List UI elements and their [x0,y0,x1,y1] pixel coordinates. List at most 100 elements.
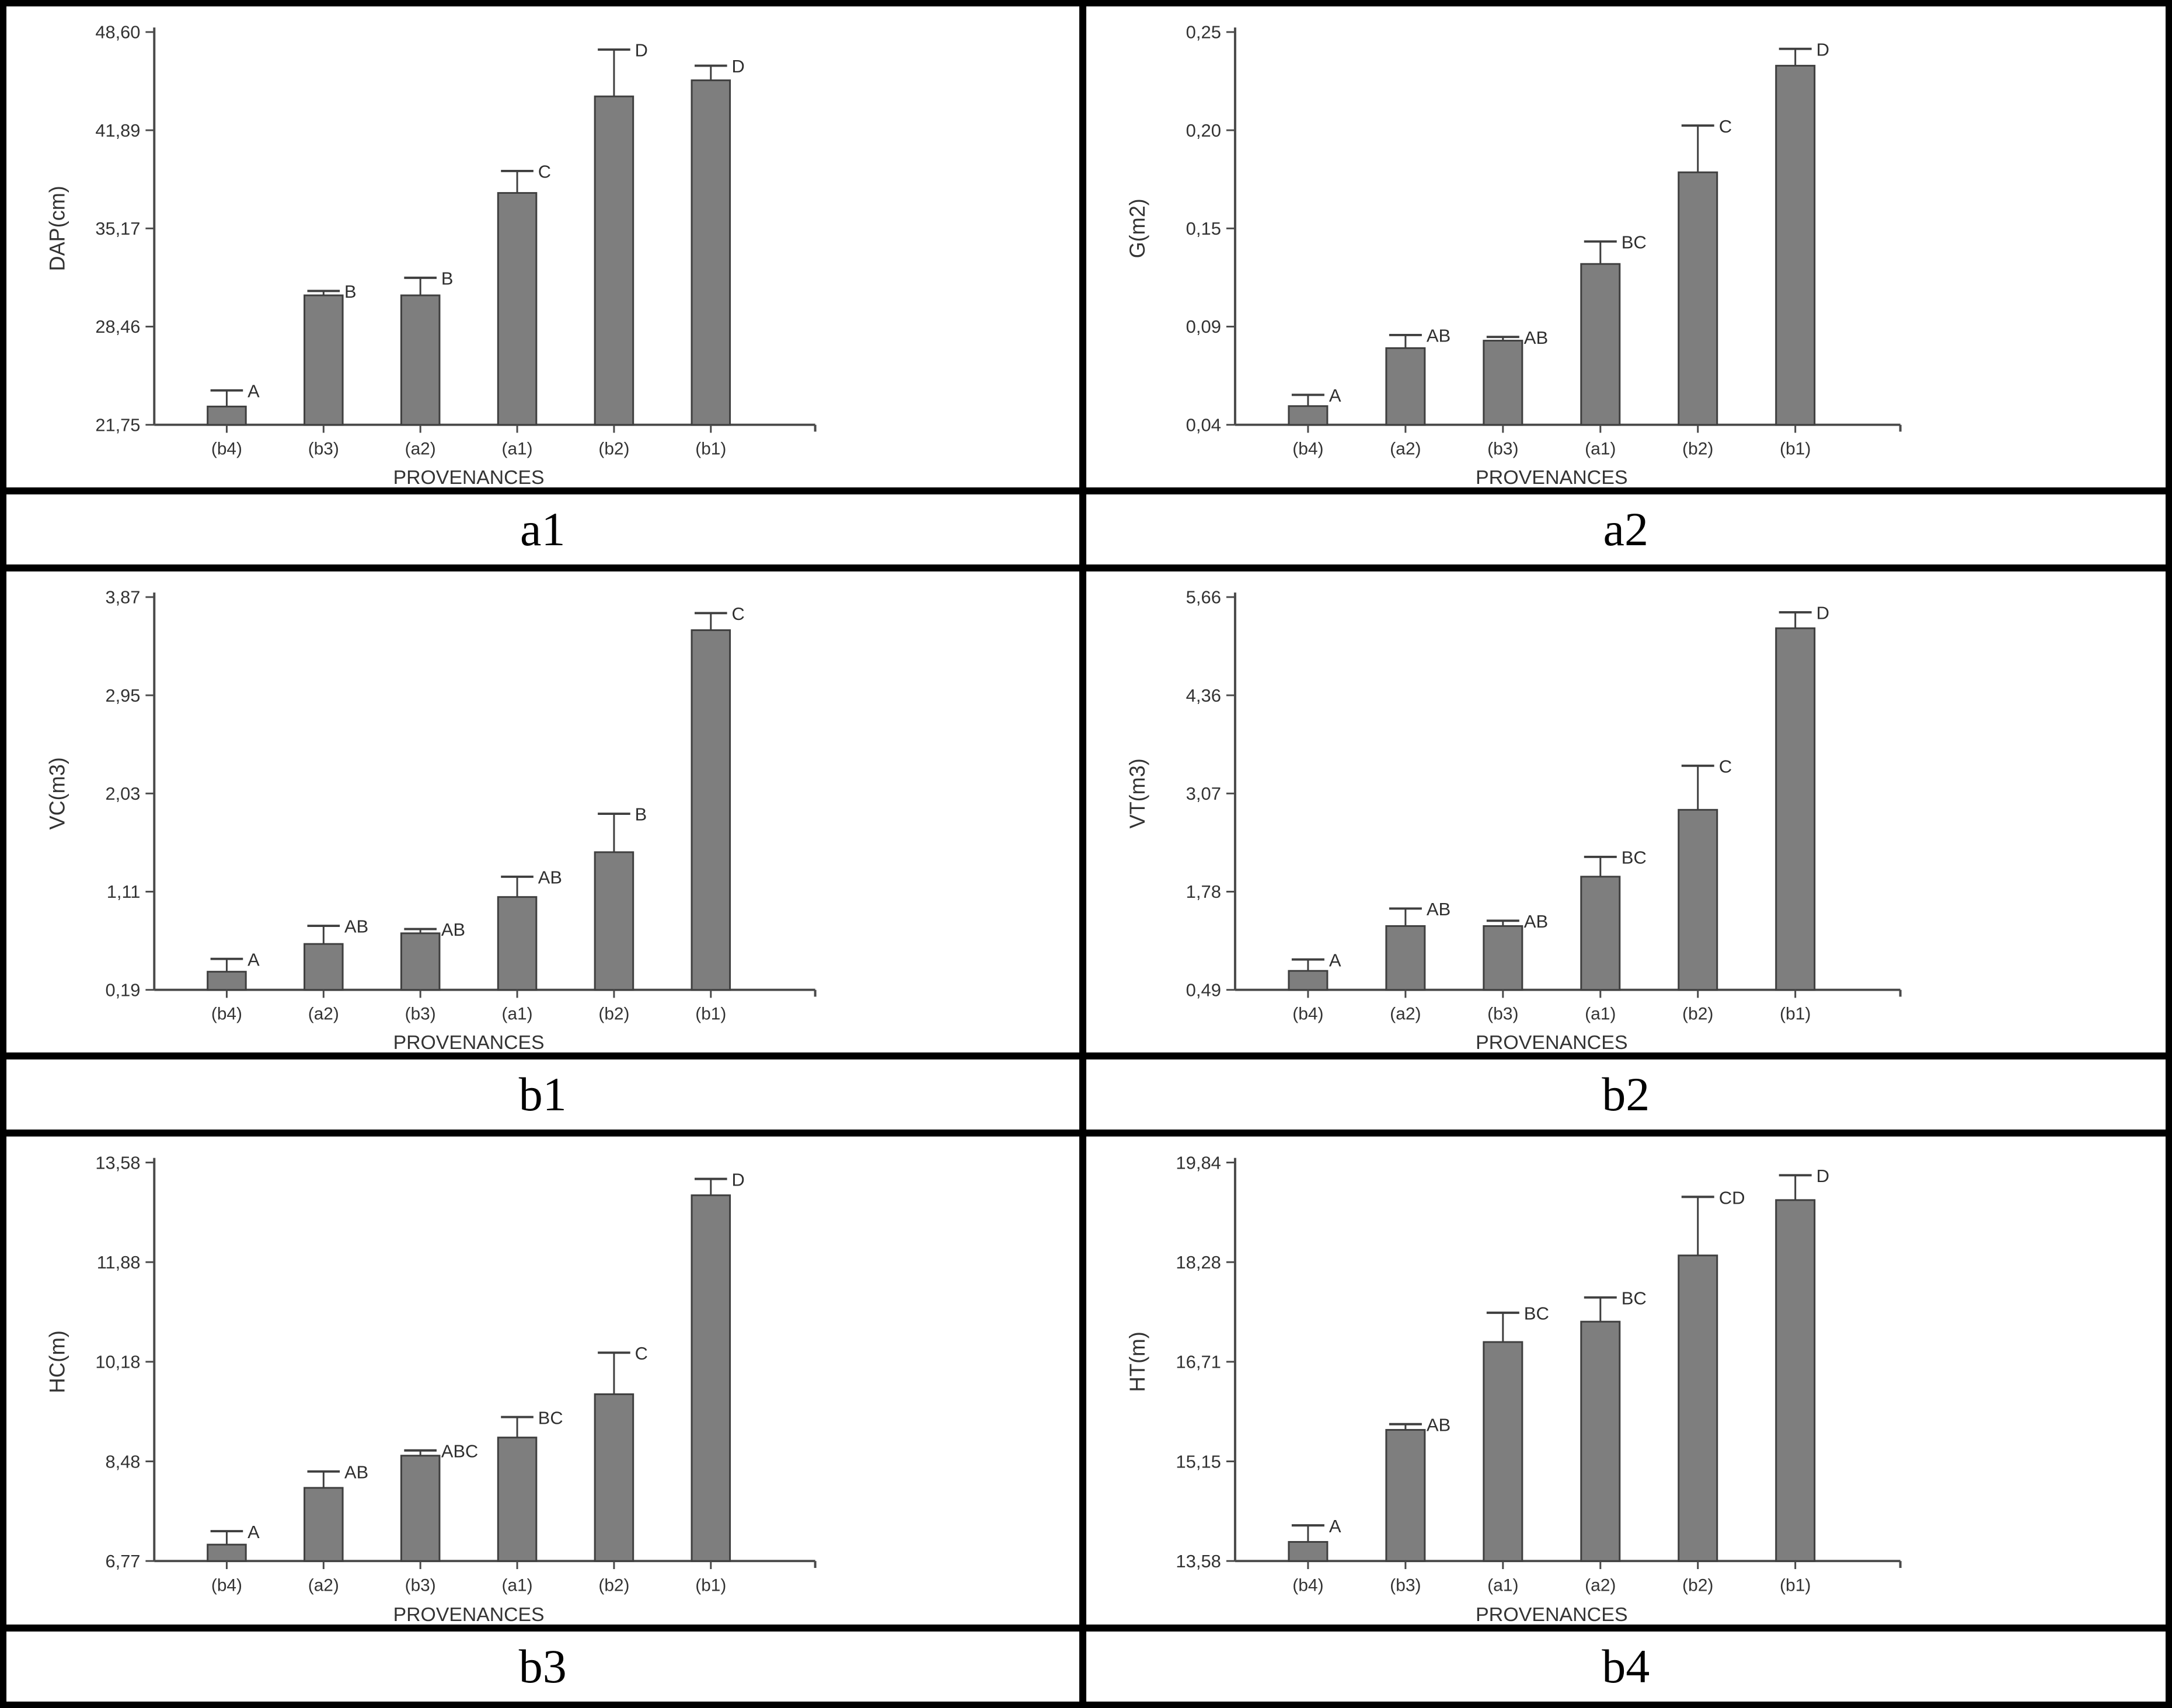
chart-a2: 0,25 0,20 0,15 0,09 0,04 G(m2) A AB AB BC C D (b4) (a… [1086,6,2166,487]
x-tick-label: (a1) [502,1576,533,1595]
y-axis-title: HC(m) [45,1330,69,1393]
x-tick-label: (b1) [1780,1576,1811,1595]
caption-a2: a2 [1086,487,2166,564]
y-tick-label: 0,49 [1186,981,1221,1001]
sig-letter-(a1): AB [538,868,562,888]
bar-(b1) [691,629,731,991]
x-tick-label: (b1) [1780,440,1811,459]
bar-(a2) [1385,925,1425,991]
x-tick-label: (b3) [405,1005,436,1024]
bar-(a1) [1580,876,1620,991]
bars [1287,65,1815,426]
y-ticks: 13,58 11,88 10,18 8,48 6,77 [95,1152,155,1571]
bars [1287,627,1815,991]
chart-svg-a1: 48,60 41,89 35,17 28,46 21,75 DAP(cm) A B B C D D (b… [45,23,817,487]
bar-(b1) [1774,65,1815,426]
sig-letter-(a1): BC [538,1408,563,1428]
y-tick-label: 0,20 [1186,121,1221,141]
sig-letter-(b1): D [1816,604,1829,623]
y-tick-label: 48,60 [95,23,140,43]
bar-(a2) [1385,347,1425,426]
sig-letter-(b4): A [247,950,260,970]
bar-(b1) [1774,627,1815,991]
bar-(b2) [594,1393,634,1562]
y-tick-label: 13,58 [1176,1551,1221,1571]
x-tick-label: (b4) [1292,440,1323,459]
caption-a1: a1 [6,487,1079,564]
chart-b3: 13,58 11,88 10,18 8,48 6,77 HC(m) A AB ABC BC C D (b… [6,1137,1079,1625]
error-bars: A AB AB BC C D [1291,604,1829,971]
x-tick-label: (b3) [1390,1576,1421,1595]
sig-letter-(b3): B [344,282,357,302]
x-tick-label: (b2) [1682,440,1713,459]
sig-letter-(b3): AB [1523,912,1547,932]
y-ticks: 0,25 0,20 0,15 0,09 0,04 [1186,23,1235,435]
sig-letter-(b1): D [1816,1166,1829,1186]
cell-b1: 3,87 2,95 2,03 1,11 0,19 VC(m3) A AB AB AB B C (b4)(… [6,571,1086,1137]
sig-letter-(a2): BC [1621,1288,1646,1309]
chart-b1: 3,87 2,95 2,03 1,11 0,19 VC(m3) A AB AB AB B C (b4)(… [6,571,1079,1052]
sig-letter-(b1): D [732,1170,745,1190]
x-tick-label: (a2) [1585,1576,1616,1595]
bar-(b4) [1287,1540,1328,1562]
x-tick-label: (a2) [405,440,436,459]
chart-svg-b4: 19,84 18,28 16,71 15,15 13,58 HT(m) A AB BC BC CD D… [1125,1153,1902,1625]
bar-(b3) [304,294,344,426]
x-tick-label: (b2) [598,440,629,459]
cell-b2: 5,66 4,36 3,07 1,78 0,49 VT(m3) A AB AB BC C D (b4)(… [1086,571,2166,1137]
bar-(a2) [304,943,344,991]
cell-a1: 48,60 41,89 35,17 28,46 21,75 DAP(cm) A B B C D D (b… [6,6,1086,571]
sig-letter-(b1): D [1816,40,1829,60]
sig-letter-(a1): C [538,162,551,182]
caption-b3: b3 [6,1625,1079,1702]
caption-b4-label: b4 [1602,1640,1650,1693]
error-bars: A AB ABC BC C D [210,1170,745,1545]
x-tick-label: (b1) [695,440,726,459]
bar-(a1) [1580,263,1620,426]
y-ticks: 5,66 4,36 3,07 1,78 0,49 [1186,588,1235,1000]
sig-letter-(b3): AB [441,920,465,940]
y-axis-title: VC(m3) [45,757,69,829]
x-tick-label: (b4) [211,440,242,459]
x-tick-label: (b4) [211,1576,242,1595]
y-tick-label: 1,11 [107,882,141,902]
sig-letter-(b3): AB [1426,1415,1450,1435]
y-ticks: 48,60 41,89 35,17 28,46 21,75 [95,23,155,435]
y-axis-title: VT(m3) [1125,758,1149,828]
x-labels: (b4) (a2) (b3) (a1) (b2) (b1) [1292,989,1811,1024]
bar-(b4) [207,1543,247,1562]
y-tick-label: 2,03 [106,784,141,804]
y-tick-label: 0,09 [1186,318,1221,337]
sig-letter-(b2): CD [1718,1187,1745,1208]
sig-letter-(b1): D [732,57,745,76]
sig-letter-(b2): D [635,41,648,61]
bar-(b1) [1774,1199,1815,1562]
bar-(b1) [691,79,731,426]
x-axis-title: PROVENANCES [393,467,545,487]
y-tick-label: 2,95 [106,686,141,706]
sig-letter-(b4): A [247,1522,260,1542]
sig-letter-(b4): A [1329,386,1341,406]
sig-letter-(b3): ABC [441,1441,478,1462]
bars [207,79,731,426]
y-tick-label: 13,58 [95,1152,140,1173]
x-axis-title: PROVENANCES [393,1604,545,1625]
bar-(b3) [1482,340,1523,426]
x-tick-label: (b1) [695,1576,726,1595]
bar-(b2) [594,851,634,991]
y-tick-label: 4,36 [1186,686,1221,706]
x-tick-label: (a1) [1585,1005,1616,1024]
x-tick-label: (b2) [598,1005,629,1024]
y-ticks: 19,84 18,28 16,71 15,15 13,58 [1176,1153,1235,1571]
sig-letter-(a1): BC [1621,233,1646,253]
cell-b3: 13,58 11,88 10,18 8,48 6,77 HC(m) A AB ABC BC C D (b… [6,1137,1086,1702]
y-tick-label: 18,28 [1176,1252,1221,1273]
x-labels: (b4) (a2) (b3) (a1) (b2) (b1) [1292,424,1811,459]
x-labels: (b4) (b3) (a1) (a2) (b2) (b1) [1292,1561,1811,1595]
x-tick-label: (a1) [502,1005,533,1024]
bars [1287,1199,1815,1562]
x-tick-label: (b3) [1487,440,1518,459]
sig-letter-(b2): B [635,805,647,825]
x-tick-label: (b2) [1682,1576,1713,1595]
sig-letter-(b2): C [1718,117,1731,137]
